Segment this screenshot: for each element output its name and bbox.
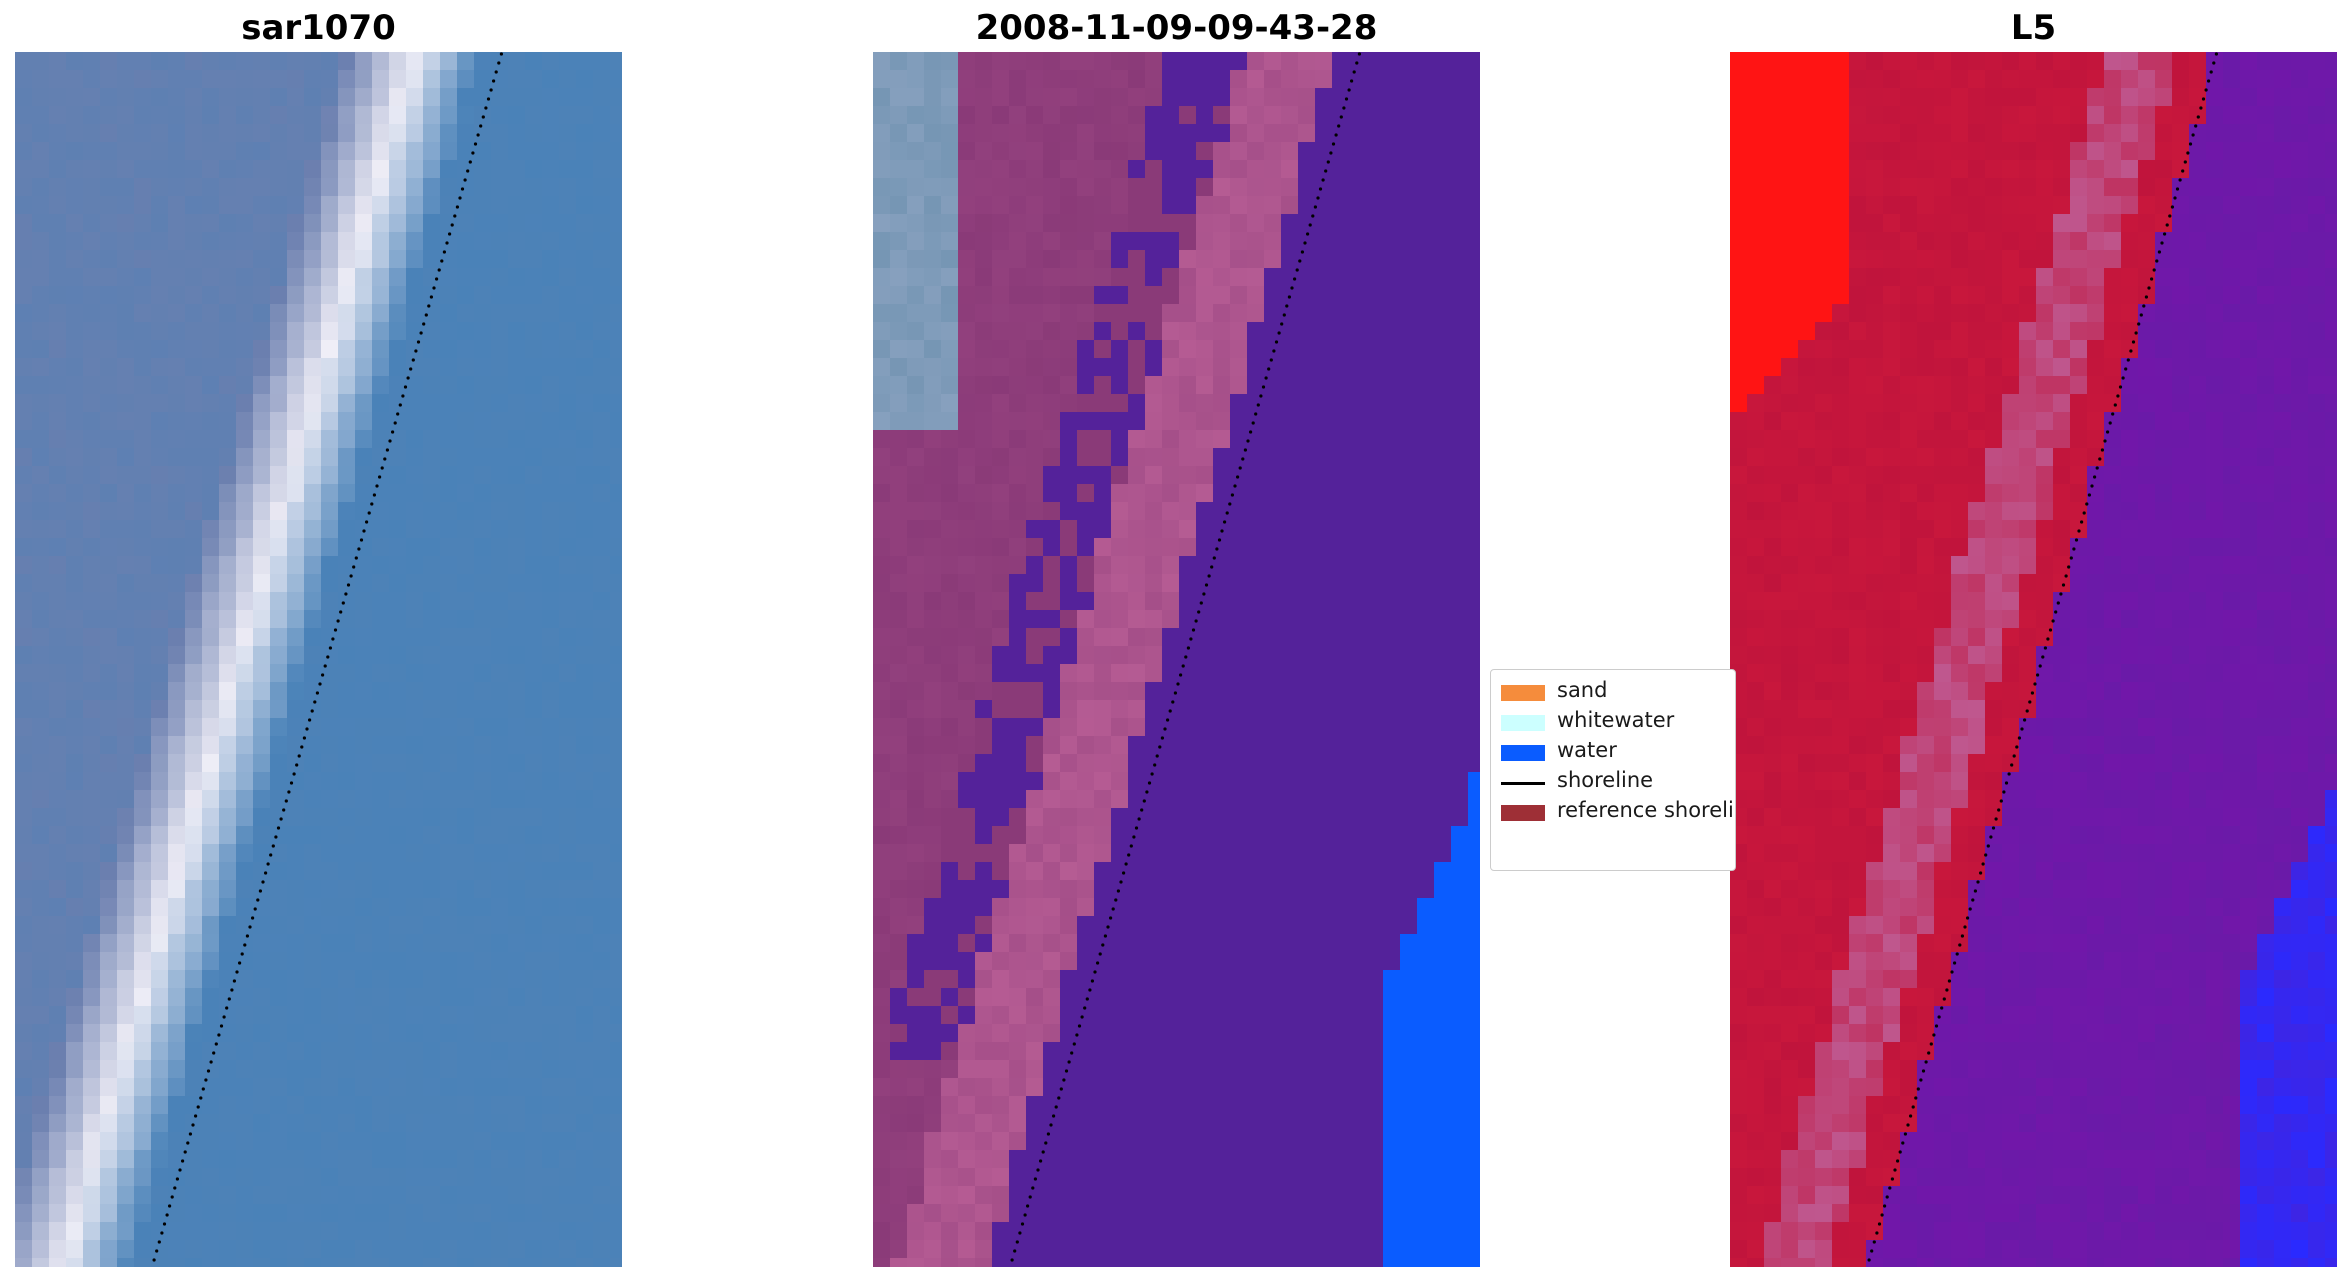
legend-label: sand	[1557, 678, 1608, 702]
classification-image-panel	[873, 52, 1480, 1267]
legend-label: reference shoreline	[1557, 798, 1735, 822]
shoreline	[152, 52, 503, 1262]
shoreline	[1867, 52, 2218, 1262]
rgb-raster	[15, 52, 622, 1267]
classification-raster	[873, 52, 1480, 1267]
rgb-image-panel	[15, 52, 622, 1267]
shoreline-line-swatch	[1501, 782, 1545, 785]
legend-item-shoreline: shoreline	[1491, 765, 1735, 795]
water-swatch	[1501, 745, 1545, 761]
whitewater-swatch	[1501, 715, 1545, 731]
mndwi-image-panel	[1730, 52, 2337, 1267]
mndwi-raster	[1730, 52, 2337, 1267]
panel-title-classification: 2008-11-09-09-43-28	[975, 8, 1378, 48]
legend-item-whitewater: whitewater	[1491, 705, 1735, 735]
legend-label: whitewater	[1557, 708, 1675, 732]
panel-title-rgb: sar1070	[241, 8, 396, 48]
legend: sand whitewater water shoreline referenc…	[1490, 669, 1736, 871]
legend-item-reference-shoreline: reference shoreline	[1491, 795, 1735, 825]
legend-item-water: water	[1491, 735, 1735, 765]
legend-label: shoreline	[1557, 768, 1654, 792]
sand-swatch	[1501, 685, 1545, 701]
shoreline	[1010, 52, 1361, 1262]
legend-item-sand: sand	[1491, 675, 1735, 705]
reference-shoreline-swatch	[1501, 805, 1545, 821]
panel-title-mndwi: L5	[2010, 8, 2057, 48]
legend-label: water	[1557, 738, 1617, 762]
